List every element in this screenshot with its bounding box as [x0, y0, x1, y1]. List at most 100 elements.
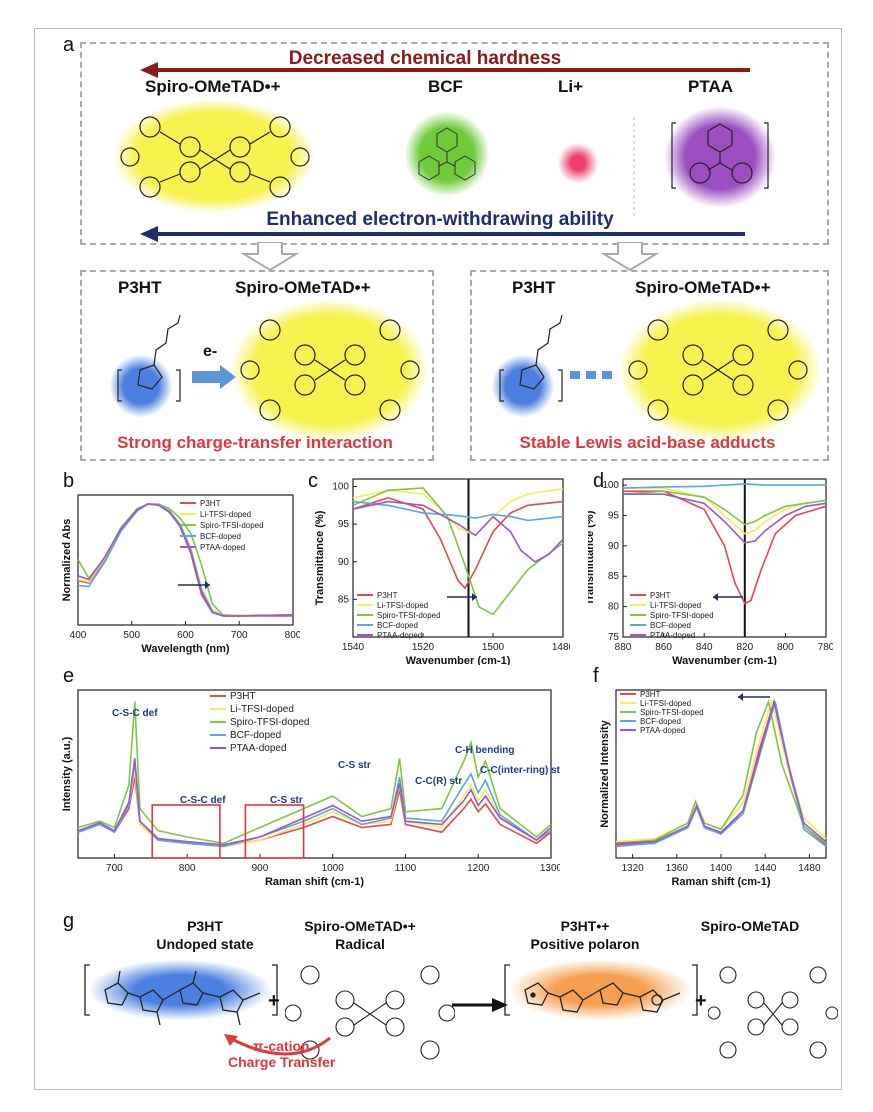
legend-label: Spiro-TFSI-doped: [377, 611, 441, 620]
y-tick-label: 90: [338, 557, 350, 568]
y-axis-label: Normalized Intensity: [599, 719, 611, 827]
panel-a-arrows: [140, 62, 750, 242]
y-axis-label: Transmittance (%): [588, 510, 596, 605]
x-tick-label: 780: [818, 642, 833, 653]
spiro-structure-icon: [120, 116, 310, 198]
x-tick-label: 800: [179, 863, 196, 874]
shift-arrowhead: [713, 593, 718, 601]
g-p3ht-chain-icon: [84, 964, 278, 1026]
x-axis-label: Wavenumber (cm-1): [406, 655, 511, 665]
series-line-p3ht: [623, 490, 827, 605]
right-donor-label: P3HT: [512, 278, 556, 297]
g-polaron-title: P3HT•+: [560, 918, 610, 934]
series-line-li-tfsi-doped: [77, 769, 552, 848]
x-tick-label: 800: [285, 630, 300, 641]
legend-label: P3HT: [377, 591, 398, 600]
x-tick-label: 600: [177, 630, 194, 641]
series-line-spiro-tfsi-doped: [622, 490, 827, 526]
x-tick-label: 1520: [412, 642, 435, 653]
dopant-name-li: Li+: [558, 77, 584, 96]
dopant-comparison-box: [80, 42, 829, 245]
x-axis-label: Raman shift (cm-1): [265, 876, 364, 888]
legend-label: Li-TFSI-doped: [640, 699, 691, 708]
x-tick-label: 700: [106, 863, 123, 874]
lewis-adduct-caption: Stable Lewis acid-base adducts: [519, 433, 776, 452]
series-line-spiro-tfsi-doped: [77, 701, 552, 845]
g-spiro-neutral-title: Spiro-OMeTAD: [700, 918, 800, 934]
highlight-box-cs-str: [244, 804, 305, 859]
left-transition-arrow: [240, 242, 300, 272]
dopant-name-ptaa: PTAA: [688, 77, 734, 96]
g-spiro-neutral-structure-icon: [708, 966, 838, 1059]
left-acceptor-label: Spiro-OMeTAD•+: [235, 278, 371, 297]
g-plus-2: +: [695, 990, 707, 1012]
legend-label: BCF-doped: [200, 532, 241, 541]
raman-annotation: C-S str: [338, 760, 371, 771]
g-pi-cation-label: π-cation: [253, 1038, 310, 1054]
right-transition-arrow: [600, 242, 660, 272]
x-tick-label: 500: [123, 630, 140, 641]
x-tick-label: 840: [696, 642, 713, 653]
panel-label-a: a: [63, 34, 75, 56]
ptaa-structure-icon: [671, 122, 769, 189]
series-line-spiro-tfsi-doped: [352, 487, 564, 616]
x-tick-label: 1480: [798, 863, 821, 874]
right-spiro-highlight: [620, 300, 820, 440]
g-p3ht-subtitle: Undoped state: [156, 936, 254, 952]
legend-label: BCF-doped: [650, 621, 691, 630]
plot-frame: [622, 478, 827, 638]
x-tick-label: 880: [615, 642, 632, 653]
raman-annotation: C-C(inter-ring) str: [480, 765, 560, 776]
series-line-ptaa-doped: [615, 701, 827, 845]
legend-label: PTAA-doped: [200, 543, 245, 552]
panel-label-b: b: [63, 470, 75, 492]
g-polaron-chain-icon: [504, 964, 698, 1016]
y-tick-label: 95: [338, 519, 350, 530]
x-tick-label: 800: [777, 642, 794, 653]
legend-label: Li-TFSI-doped: [230, 704, 294, 715]
left-p3ht-structure-icon: [117, 315, 181, 402]
legend-label: P3HT: [640, 690, 661, 699]
y-tick-label: 90: [608, 541, 620, 552]
charge-transfer-box: [80, 270, 434, 461]
g-spiro-radical-structure-icon: [285, 965, 455, 1060]
bcf-structure-icon: [418, 127, 476, 181]
raman-annotation: C-C(R) str: [415, 776, 462, 787]
x-tick-label: 1000: [322, 863, 345, 874]
raman-annotation: C-S-C def: [180, 795, 226, 806]
y-tick-label: 80: [608, 602, 620, 613]
series-line-li-tfsi-doped: [352, 488, 564, 537]
plot-frame: [352, 478, 564, 638]
legend-label: Li-TFSI-doped: [377, 601, 428, 610]
left-spiro-structure-icon: [240, 319, 420, 421]
li-ion-highlight: [558, 143, 598, 183]
y-tick-label: 75: [608, 632, 620, 643]
left-donor-label: P3HT: [118, 278, 162, 297]
g-p3ht-title: P3HT: [187, 918, 223, 934]
x-tick-label: 1300: [540, 863, 560, 874]
x-axis-label: Wavenumber (cm-1): [672, 655, 777, 665]
g-reaction-arrow: [452, 998, 508, 1012]
legend-label: Spiro-TFSI-doped: [640, 708, 704, 717]
x-tick-label: 1100: [395, 863, 417, 874]
g-spiro-radical-subtitle: Radical: [335, 936, 385, 952]
y-tick-label: 100: [602, 480, 619, 491]
series-line-ptaa-doped: [352, 500, 564, 563]
y-axis-label: Transmittance (%): [315, 510, 326, 605]
legend-label: PTAA-doped: [640, 726, 685, 735]
raman-annotation: C-H bending: [455, 745, 514, 756]
legend-label: Spiro-TFSI-doped: [200, 521, 264, 530]
legend-label: Spiro-TFSI-doped: [650, 611, 714, 620]
electron-label: e-: [203, 343, 218, 360]
y-axis-label: Normalized Abs: [61, 519, 73, 602]
legend-label: PTAA-doped: [650, 631, 695, 640]
chart-f-raman-norm: 1320 1360 1400 1440 1480 Raman shift (cm-1) No…: [599, 689, 827, 888]
series-line-spiro-tfsi-doped: [615, 698, 827, 845]
x-tick-label: 1360: [666, 863, 689, 874]
chart-d-ftir-820: 880 860 840 820 800 780 75 80 85 90 95 100 Wavenumbe…: [588, 478, 833, 665]
panel-label-g: g: [63, 910, 75, 932]
x-axis-label: Wavelength (nm): [141, 643, 230, 655]
y-axis-label: Intensity (a.u.): [61, 736, 73, 811]
x-axis-label: Raman shift (cm-1): [671, 876, 770, 888]
legend-label: BCF-doped: [640, 717, 681, 726]
